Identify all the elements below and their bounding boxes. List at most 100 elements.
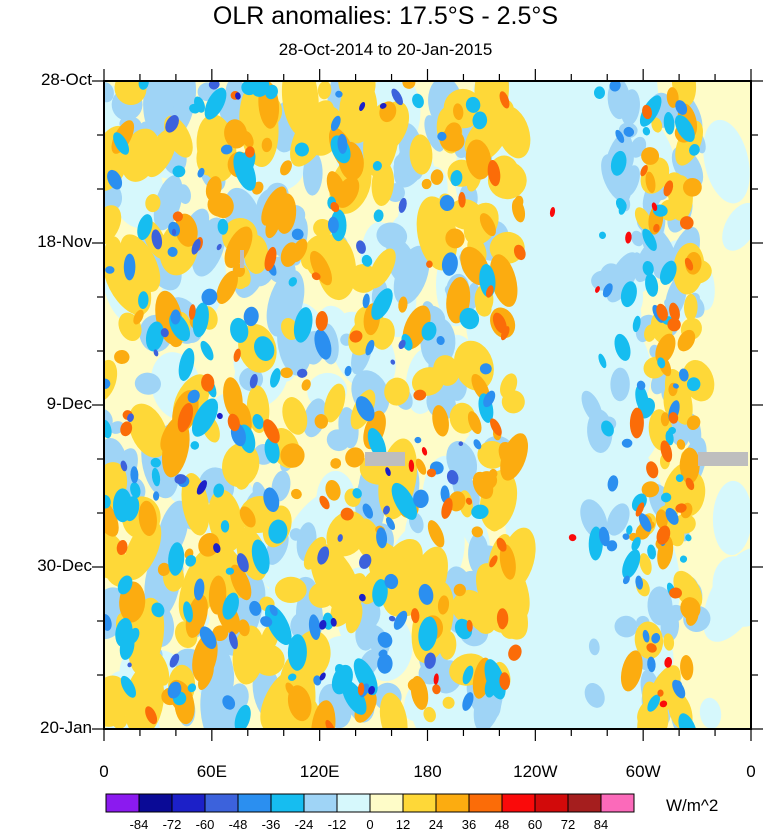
contour-patch	[365, 339, 375, 356]
contour-patch	[145, 321, 165, 352]
contour-patch	[187, 683, 197, 693]
contour-patch	[372, 579, 388, 607]
contour-patch	[222, 695, 236, 710]
contour-patch	[508, 644, 522, 661]
contour-patch	[659, 700, 668, 708]
contour-patch	[439, 195, 455, 211]
contour-patch	[659, 260, 677, 285]
contour-patch	[378, 649, 388, 658]
contour-patch	[607, 475, 619, 492]
contour-patch	[254, 336, 275, 362]
contour-patch	[326, 511, 367, 557]
contour-patch	[123, 496, 140, 522]
contour-patch	[151, 229, 163, 250]
contour-patch	[319, 619, 327, 630]
contour-patch	[620, 650, 643, 692]
contour-patch	[492, 312, 507, 334]
contour-patch	[663, 633, 675, 651]
contour-patch	[437, 131, 447, 141]
colorbar-label: -36	[261, 817, 281, 832]
contour-patch	[177, 402, 194, 433]
contour-patch	[315, 311, 328, 331]
contour-patch	[230, 317, 249, 343]
contour-patch	[220, 144, 233, 155]
contour-patch	[228, 631, 238, 650]
contour-patch	[595, 286, 600, 293]
contour-patch	[319, 495, 330, 510]
contour-patch	[104, 378, 111, 389]
contour-patch	[291, 228, 304, 241]
contour-patch	[632, 315, 641, 333]
contour-patch	[680, 597, 701, 620]
contour-patch	[647, 656, 656, 673]
contour-patch	[270, 368, 281, 388]
contour-patch	[610, 367, 630, 402]
contour-patch	[188, 304, 196, 320]
contour-patch	[185, 555, 197, 567]
contour-patch	[145, 706, 158, 725]
contour-patch	[673, 680, 683, 690]
contour-patch	[669, 302, 680, 322]
contour-patch	[393, 610, 408, 630]
contour-patch	[367, 427, 387, 460]
contour-patch	[473, 439, 482, 450]
contour-patch	[467, 411, 482, 435]
contour-patch	[663, 180, 674, 197]
colorbar-swatch	[204, 793, 239, 813]
contour-layer	[120, 81, 464, 669]
contour-patch	[264, 246, 277, 272]
contour-patch	[317, 546, 330, 565]
contour-patch	[655, 509, 668, 530]
contour-patch	[384, 377, 410, 406]
contour-patch	[642, 104, 652, 120]
x-tick-label: 0	[746, 762, 756, 781]
contour-patch	[199, 626, 217, 649]
contour-patch	[645, 171, 656, 193]
contour-patch	[408, 459, 415, 472]
contour-patch	[216, 412, 223, 420]
contour-patch	[138, 81, 149, 90]
contour-patch	[171, 228, 177, 236]
contour-patch	[385, 517, 396, 530]
contour-patch	[311, 700, 336, 729]
contour-patch	[165, 115, 179, 133]
contour-patch	[342, 680, 367, 715]
contour-patch	[114, 81, 147, 106]
colorbar-label: 60	[527, 817, 543, 832]
contour-patch	[678, 368, 689, 382]
contour-patch	[216, 270, 238, 305]
contour-patch	[660, 492, 672, 503]
contour-patch	[330, 202, 340, 213]
contour-patch	[623, 126, 635, 137]
contour-patch	[233, 348, 241, 362]
contour-patch	[625, 231, 632, 244]
contour-patch	[120, 460, 128, 472]
contour-patch	[598, 526, 610, 547]
contour-patch	[183, 601, 193, 623]
contour-patch	[689, 144, 700, 156]
contour-patch	[472, 111, 488, 130]
contour-patch	[234, 704, 251, 729]
contour-patch	[314, 329, 332, 360]
contour-patch	[230, 564, 252, 601]
contour-patch	[669, 587, 682, 599]
contour-patch	[423, 706, 436, 723]
contour-patch	[189, 103, 200, 114]
contour-patch	[260, 669, 304, 729]
contour-patch	[376, 222, 408, 250]
contour-patch	[640, 164, 648, 177]
contour-patch	[635, 384, 649, 414]
contour-patch	[424, 115, 445, 152]
contour-patch	[421, 178, 432, 190]
contour-patch	[402, 81, 416, 89]
contour-patch	[513, 244, 526, 261]
contour-patch	[261, 137, 273, 153]
contour-patch	[227, 413, 240, 432]
contour-patch	[345, 447, 365, 468]
contour-patch	[448, 491, 466, 512]
contour-patch	[152, 491, 160, 501]
colorbar-swatch	[138, 793, 173, 813]
contour-patch	[642, 260, 654, 276]
contour-patch	[138, 291, 149, 309]
